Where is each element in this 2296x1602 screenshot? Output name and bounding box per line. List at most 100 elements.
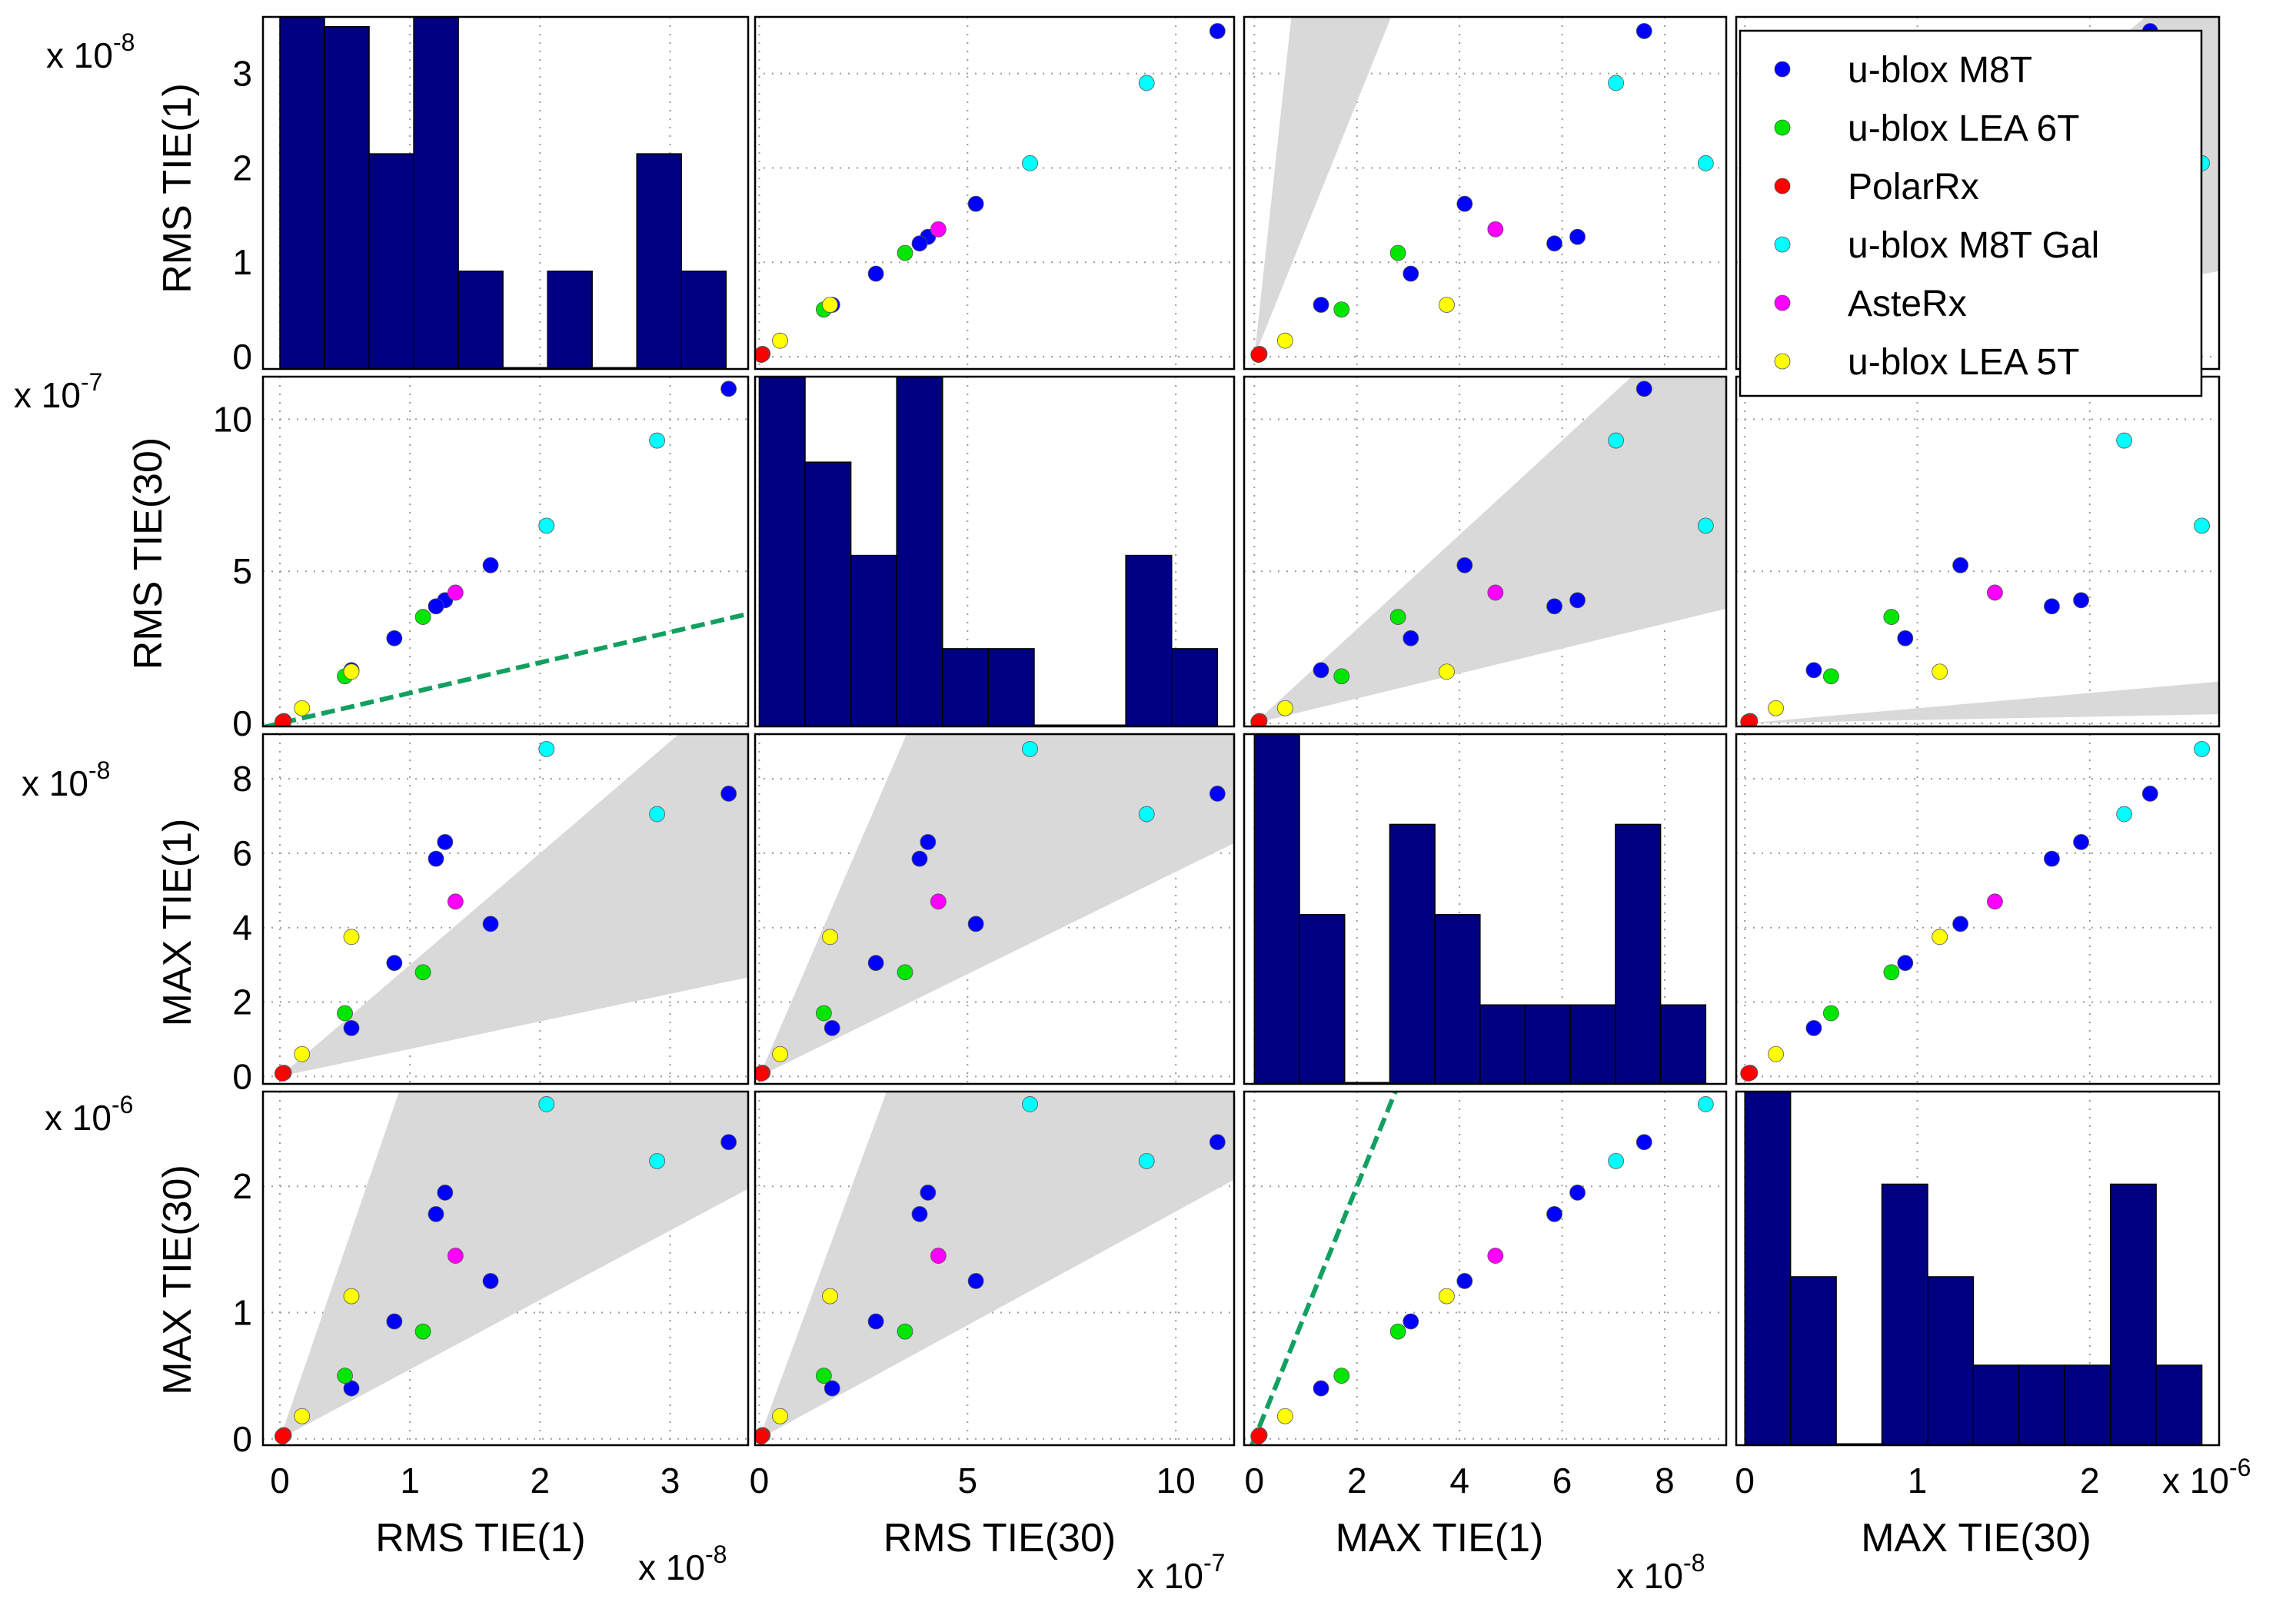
data-point [1932,929,1948,946]
labels-layer: RMS TIE(1) RMS TIE(30) MAX TIE(1) MAX TI… [14,28,2251,1596]
y-tick-label: 5 [232,551,252,591]
data-point [428,598,444,615]
data-point [920,1185,937,1201]
data-point [1697,155,1714,171]
panel-frame [754,15,1236,371]
data-point [1546,235,1562,252]
histogram-bar [1972,1364,2020,1445]
panel-frame [1243,15,1728,371]
data-point [772,1408,788,1424]
data-point [482,916,499,932]
data-point [897,244,913,261]
data-point [967,916,984,932]
data-point [2194,517,2210,534]
data-point [1932,663,1948,680]
data-point [1333,301,1350,318]
data-point [386,1313,403,1330]
data-point [428,1205,444,1222]
legend-marker [1774,178,1791,194]
panel-content [755,1092,1234,1445]
x-tick-label: 1 [400,1461,420,1501]
data-point [1209,23,1226,39]
x-tick-label: 0 [270,1461,290,1501]
data-point [911,1205,928,1222]
y-tick-label: 1 [232,242,252,282]
x-tick-label: 0 [1245,1461,1265,1501]
panel-1-3 [1735,375,2221,728]
data-point [1608,432,1624,449]
panel-1-0: 0 5 10 [213,375,750,743]
panel-content [1244,17,1726,369]
y-tick-label: 1 [232,1293,252,1333]
histogram-bar [942,648,990,726]
data-point [1439,663,1455,680]
histogram-bar [636,153,682,369]
data-point [1333,668,1350,685]
legend-entry: u-blox M8T Gal [1774,225,2099,266]
data-point [920,833,937,850]
histogram-bar [1479,1004,1526,1084]
data-point [1022,155,1038,171]
data-point [755,347,770,363]
legend-marker [1774,119,1791,136]
x-tick-label: 2 [531,1461,551,1501]
data-point [337,1005,353,1022]
panel-2-2 [1243,733,1728,1085]
data-point [1403,265,1419,282]
data-point [2141,786,2158,802]
data-point [720,1134,737,1151]
y-axis-title-row-3: MAX TIE(30) [155,1165,200,1395]
x-exponent-col-2: x 10-8 [1616,1549,1705,1596]
panel-2-1 [754,733,1236,1085]
data-point [1456,557,1473,573]
panel-frame [1735,733,2221,1085]
data-point [1138,75,1155,91]
envelope-region [279,1092,748,1439]
histogram-bar [1744,1092,1792,1445]
data-point [447,584,464,601]
data-point [1138,1152,1155,1169]
data-point [911,235,928,252]
data-point [867,1313,884,1330]
data-point [1569,1185,1586,1201]
x-exponent-col-1: x 10-7 [1136,1549,1225,1596]
panel-frame [261,15,750,371]
data-point [1456,1273,1473,1289]
data-point [1313,1380,1329,1397]
data-point [1635,1134,1652,1151]
histogram-bar [804,461,852,726]
histogram-bar [1659,1004,1707,1084]
legend-label: PolarRx [1848,167,1979,208]
histogram-bar [680,271,727,369]
data-point [1546,598,1562,615]
data-point [437,833,454,850]
envelope-region [759,1092,1234,1439]
data-point [337,1368,353,1384]
data-point [343,1288,360,1305]
data-point [930,893,947,910]
histogram-bar [324,25,370,369]
data-point [447,893,464,910]
histogram-bar [368,153,414,369]
data-point [649,806,665,823]
data-point [1740,713,1757,726]
data-point [2194,740,2210,757]
y-tick-label: 8 [232,759,252,799]
y-tick-label: 0 [232,1056,252,1096]
data-point [294,1408,311,1424]
panel-frame [261,375,750,728]
data-point [967,1273,984,1289]
data-point [824,1019,840,1036]
data-point [1569,592,1586,609]
data-point [1250,1428,1267,1444]
histogram-bar [1170,648,1219,726]
y-axis-title-row-0: RMS TIE(1) [155,83,200,294]
histogram-bar [1524,1004,1571,1084]
data-point [967,195,984,212]
envelope-region [1254,17,1392,357]
panel-0-1 [754,15,1236,371]
data-point [1697,1096,1714,1112]
panel-0-2 [1243,15,1728,371]
data-point [897,964,913,981]
